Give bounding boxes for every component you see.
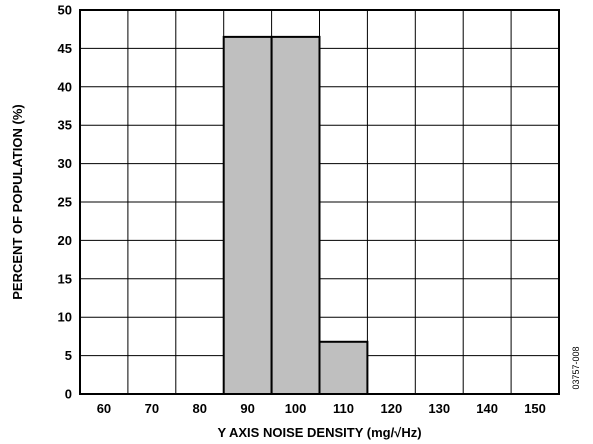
x-tick-label: 70 — [145, 401, 159, 416]
x-tick-label: 80 — [193, 401, 207, 416]
y-tick-label: 35 — [58, 118, 72, 133]
x-tick-label: 120 — [380, 401, 402, 416]
plot-frame — [79, 9, 560, 395]
y-tick-label: 30 — [58, 156, 72, 171]
y-tick-label: 10 — [58, 310, 72, 325]
y-axis-title: PERCENT OF POPULATION (%) — [10, 104, 25, 299]
x-tick-label: 110 — [333, 401, 354, 416]
x-tick-label: 130 — [428, 401, 450, 416]
x-axis-title: Y AXIS NOISE DENSITY (mg/√Hz) — [217, 425, 421, 440]
x-tick-label: 140 — [476, 401, 498, 416]
bar-100 — [270, 35, 321, 395]
y-tick-label: 25 — [58, 195, 72, 210]
x-tick-label: 100 — [285, 401, 307, 416]
x-tick-labels: 60 70 80 90 100 110 120 130 140 150 — [97, 401, 546, 416]
bar-90 — [222, 35, 273, 395]
y-tick-label: 50 — [58, 3, 72, 18]
x-tick-label: 90 — [240, 401, 254, 416]
y-tick-label: 45 — [58, 41, 72, 56]
bars — [222, 35, 369, 395]
y-tick-label: 15 — [58, 271, 72, 286]
y-tick-labels: 0 5 10 15 20 25 30 35 40 45 50 — [58, 3, 72, 402]
figure-code: 03757-008 — [571, 346, 581, 389]
y-tick-label: 5 — [65, 348, 72, 363]
x-tick-label: 150 — [524, 401, 546, 416]
y-tick-label: 0 — [65, 387, 72, 402]
bar-110 — [318, 340, 369, 395]
x-tick-label: 60 — [97, 401, 111, 416]
y-tick-label: 40 — [58, 79, 72, 94]
y-tick-label: 20 — [58, 233, 72, 248]
